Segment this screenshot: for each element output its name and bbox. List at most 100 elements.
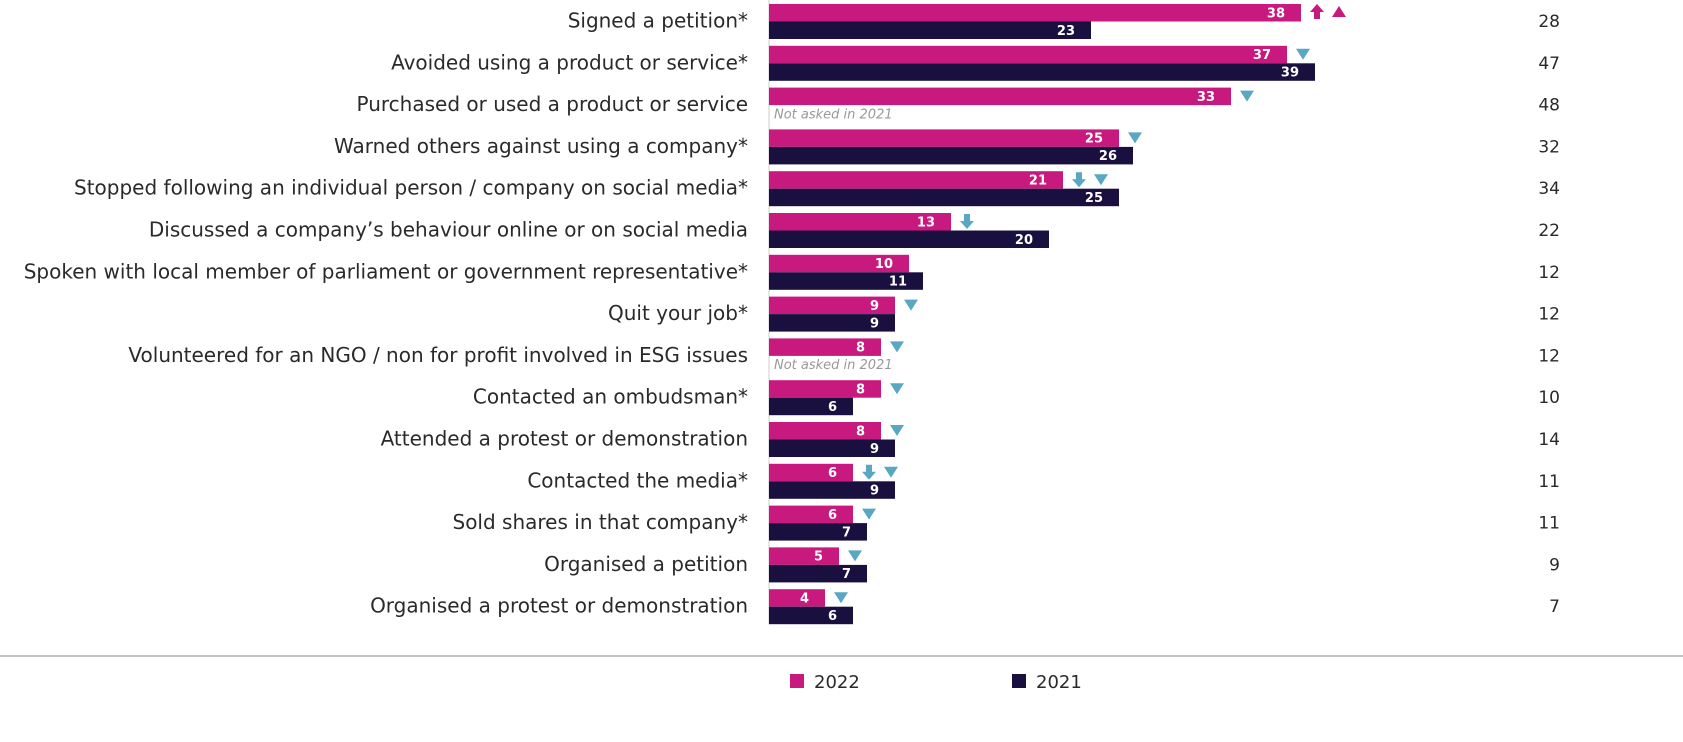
- indicator-arrow: [862, 464, 876, 480]
- category-label: Attended a protest or demonstration: [381, 427, 748, 451]
- value-label: 11: [889, 275, 907, 290]
- value-label: 8: [856, 424, 865, 439]
- bar: [769, 314, 895, 332]
- value-label: 21: [1029, 173, 1047, 188]
- value-label: 6: [828, 466, 837, 481]
- bar: [769, 129, 1119, 147]
- indicator-triangle: [848, 550, 862, 562]
- category-label: Sold shares in that company*: [453, 510, 749, 534]
- category-label: Avoided using a product or service*: [391, 50, 748, 74]
- bar: [769, 213, 951, 231]
- bar: [769, 463, 853, 482]
- indicator-triangle: [1332, 6, 1346, 17]
- value-label: 23: [1057, 24, 1075, 39]
- not-asked-note: Not asked in 2021: [774, 358, 893, 373]
- value-label: 7: [842, 525, 851, 540]
- bar: [769, 4, 1301, 22]
- bar: [769, 380, 881, 398]
- category-label: Signed a petition*: [568, 9, 748, 33]
- value-label: 6: [828, 400, 837, 415]
- indicator-triangle: [890, 341, 904, 353]
- side-value: 48: [1538, 96, 1560, 116]
- indicator-triangle: [890, 425, 904, 436]
- value-label: 9: [870, 299, 879, 314]
- value-label: 26: [1099, 149, 1117, 164]
- value-label: 6: [828, 609, 837, 624]
- bar: [769, 63, 1315, 81]
- bar: [769, 171, 1063, 189]
- value-label: 39: [1281, 66, 1299, 81]
- bar: [769, 87, 1231, 106]
- indicator-arrow: [1310, 4, 1324, 19]
- bar: [769, 146, 1133, 165]
- value-label: 5: [814, 550, 823, 565]
- category-label: Stopped following an individual person /…: [74, 176, 748, 200]
- value-label: 20: [1015, 233, 1033, 248]
- indicator-triangle: [1296, 48, 1310, 60]
- value-label: 8: [856, 382, 865, 397]
- value-label: 4: [800, 591, 809, 606]
- side-value: 14: [1538, 430, 1560, 450]
- value-label: 37: [1253, 48, 1271, 63]
- value-label: 7: [842, 567, 851, 582]
- category-label: Contacted the media*: [527, 468, 748, 492]
- value-label: 9: [870, 316, 879, 331]
- category-label: Discussed a company’s behaviour online o…: [149, 218, 748, 242]
- side-value: 34: [1538, 179, 1560, 199]
- bar: [769, 188, 1119, 207]
- indicator-arrow: [1072, 172, 1086, 188]
- indicator-arrow: [960, 214, 974, 229]
- bar: [769, 45, 1287, 64]
- side-value: 12: [1538, 346, 1560, 366]
- bar: [769, 230, 1049, 248]
- indicator-triangle: [1128, 132, 1142, 144]
- value-label: 9: [870, 442, 879, 457]
- value-label: 8: [856, 341, 865, 356]
- bar: [769, 296, 895, 315]
- side-value: 32: [1538, 137, 1560, 157]
- bar: [769, 338, 881, 356]
- bar: [769, 564, 867, 583]
- bar: [769, 547, 839, 565]
- category-label: Spoken with local member of parliament o…: [24, 259, 748, 283]
- bar: [769, 523, 867, 541]
- side-value: 28: [1538, 12, 1560, 32]
- indicator-triangle: [904, 299, 918, 311]
- side-value: 12: [1538, 263, 1560, 283]
- category-label: Quit your job*: [608, 301, 748, 325]
- legend-label: 2022: [814, 672, 860, 693]
- category-label: Warned others against using a company*: [334, 134, 748, 158]
- side-value: 22: [1538, 221, 1560, 241]
- indicator-triangle: [890, 383, 904, 395]
- side-value: 7: [1549, 597, 1560, 617]
- category-label: Purchased or used a product or service: [357, 92, 749, 116]
- bar: [769, 21, 1091, 39]
- side-value: 11: [1538, 514, 1560, 534]
- category-label: Contacted an ombudsman*: [473, 385, 748, 409]
- legend-swatch: [790, 674, 804, 688]
- bar: [769, 505, 853, 524]
- category-label: Organised a petition: [544, 552, 748, 576]
- value-label: 25: [1085, 132, 1103, 147]
- bar: [769, 272, 923, 290]
- value-label: 33: [1197, 90, 1215, 105]
- legend-label: 2021: [1036, 672, 1082, 693]
- bar: [769, 439, 895, 457]
- indicator-triangle: [884, 466, 898, 478]
- side-value: 10: [1538, 388, 1560, 408]
- bar: [769, 589, 825, 607]
- bar: [769, 481, 895, 499]
- not-asked-note: Not asked in 2021: [774, 107, 893, 122]
- category-label: Organised a protest or demonstration: [370, 594, 748, 618]
- side-value: 11: [1538, 472, 1560, 492]
- indicator-triangle: [1094, 174, 1108, 186]
- indicator-triangle: [1240, 90, 1254, 102]
- value-label: 25: [1085, 191, 1103, 206]
- side-value: 12: [1538, 305, 1560, 325]
- value-label: 38: [1267, 6, 1285, 21]
- indicator-triangle: [834, 592, 848, 604]
- legend-swatch: [1012, 674, 1026, 688]
- value-label: 9: [870, 484, 879, 499]
- value-label: 13: [917, 215, 935, 230]
